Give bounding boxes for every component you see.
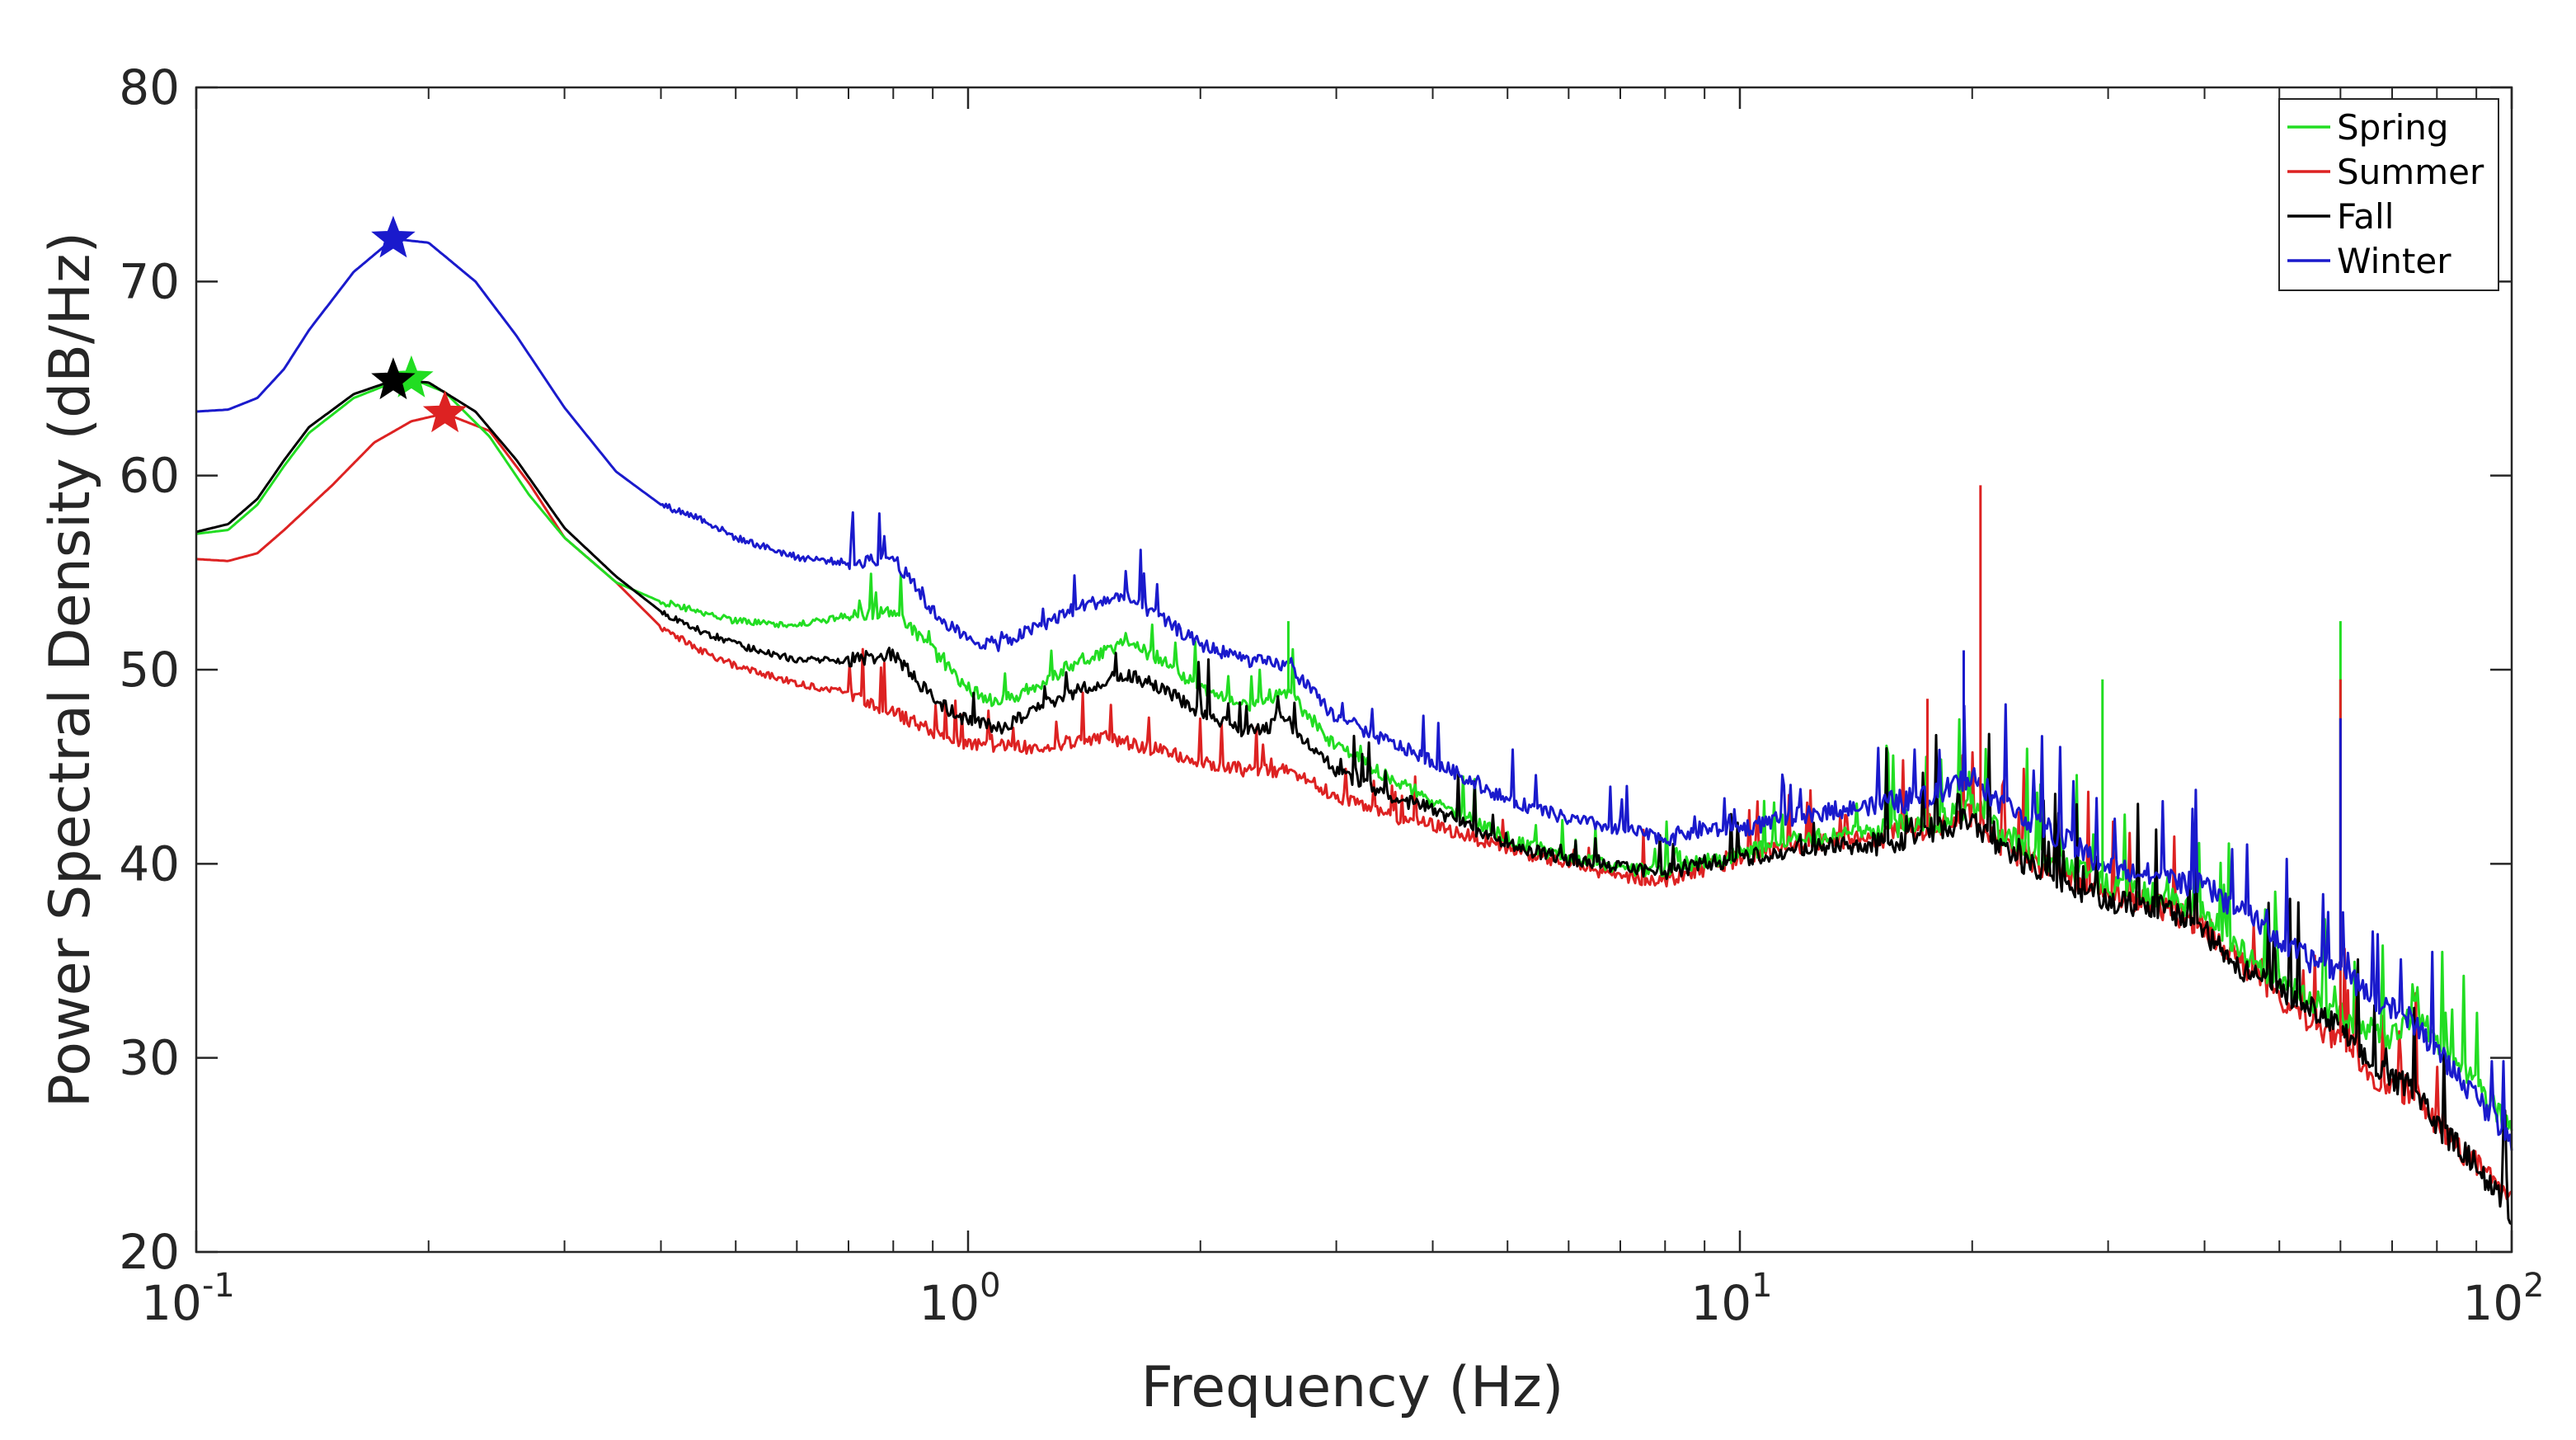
peak-star-fall: [371, 357, 416, 400]
peak-star-winter: [371, 215, 416, 258]
plot-background: [196, 87, 2512, 1252]
spike-lines: [1286, 485, 2342, 1042]
y-tick-label: 60: [119, 448, 180, 504]
tick-labels: 20 30 40 50 60 70 80 10-1 100 101 102: [119, 59, 2544, 1331]
x-tick-label: 10-1: [141, 1267, 235, 1331]
y-axis-label: Power Spectral Density (dB/Hz): [38, 232, 103, 1108]
series-line-winter: [195, 238, 2513, 1151]
axis-ticks: [195, 86, 2513, 1254]
x-axis-label: Frequency (Hz): [1141, 1355, 1564, 1420]
series-lines: [195, 238, 2513, 1226]
series-line-fall: [195, 379, 2513, 1226]
plot-area: [196, 87, 2512, 1252]
peak-markers: [371, 215, 468, 433]
x-tick-label: 101: [1690, 1267, 1772, 1331]
axes-box: [195, 86, 2513, 1254]
y-tick-label: 20: [119, 1224, 180, 1280]
y-tick-label: 70: [119, 253, 180, 309]
legend-label-winter: Winter: [2337, 241, 2451, 281]
y-tick-label: 50: [119, 642, 180, 698]
peak-star-summer: [422, 390, 468, 433]
legend-label-summer: Summer: [2337, 152, 2484, 192]
y-tick-label: 40: [119, 835, 180, 892]
legend-label-fall: Fall: [2337, 196, 2394, 237]
x-tick-label: 100: [919, 1267, 1000, 1331]
y-tick-label: 30: [119, 1030, 180, 1086]
legend-label-spring: Spring: [2337, 107, 2449, 148]
legend-box: [2278, 98, 2499, 291]
plot-frame: [195, 86, 2513, 1254]
y-tick-label: 80: [119, 59, 180, 115]
x-tick-label: 102: [2462, 1267, 2544, 1331]
